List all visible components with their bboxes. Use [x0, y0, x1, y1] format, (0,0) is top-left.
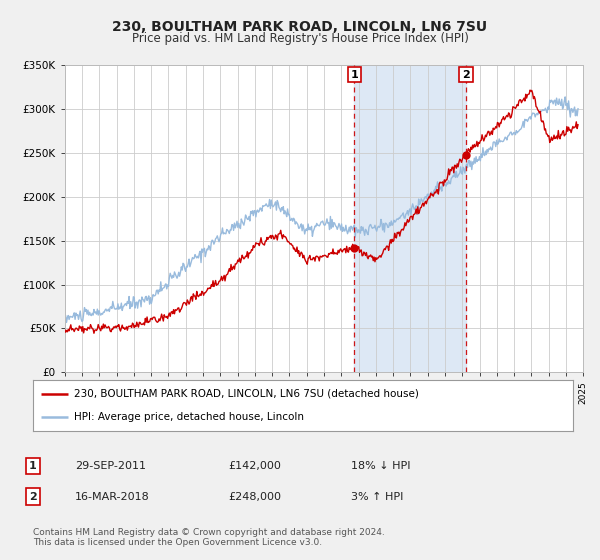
Text: HPI: Average price, detached house, Lincoln: HPI: Average price, detached house, Linc… — [74, 412, 304, 422]
Text: Contains HM Land Registry data © Crown copyright and database right 2024.
This d: Contains HM Land Registry data © Crown c… — [33, 528, 385, 547]
Text: 1: 1 — [350, 69, 358, 80]
Text: £142,000: £142,000 — [228, 461, 281, 471]
Text: 29-SEP-2011: 29-SEP-2011 — [75, 461, 146, 471]
Text: 1: 1 — [29, 461, 37, 471]
Text: 3% ↑ HPI: 3% ↑ HPI — [351, 492, 403, 502]
Text: 2: 2 — [462, 69, 470, 80]
Text: 2: 2 — [29, 492, 37, 502]
Text: 16-MAR-2018: 16-MAR-2018 — [75, 492, 150, 502]
Text: 230, BOULTHAM PARK ROAD, LINCOLN, LN6 7SU (detached house): 230, BOULTHAM PARK ROAD, LINCOLN, LN6 7S… — [74, 389, 418, 399]
Text: Price paid vs. HM Land Registry's House Price Index (HPI): Price paid vs. HM Land Registry's House … — [131, 32, 469, 45]
Bar — [571, 65, 583, 372]
Text: 230, BOULTHAM PARK ROAD, LINCOLN, LN6 7SU: 230, BOULTHAM PARK ROAD, LINCOLN, LN6 7S… — [112, 20, 488, 34]
Text: 18% ↓ HPI: 18% ↓ HPI — [351, 461, 410, 471]
Text: £248,000: £248,000 — [228, 492, 281, 502]
Bar — [354, 65, 466, 372]
